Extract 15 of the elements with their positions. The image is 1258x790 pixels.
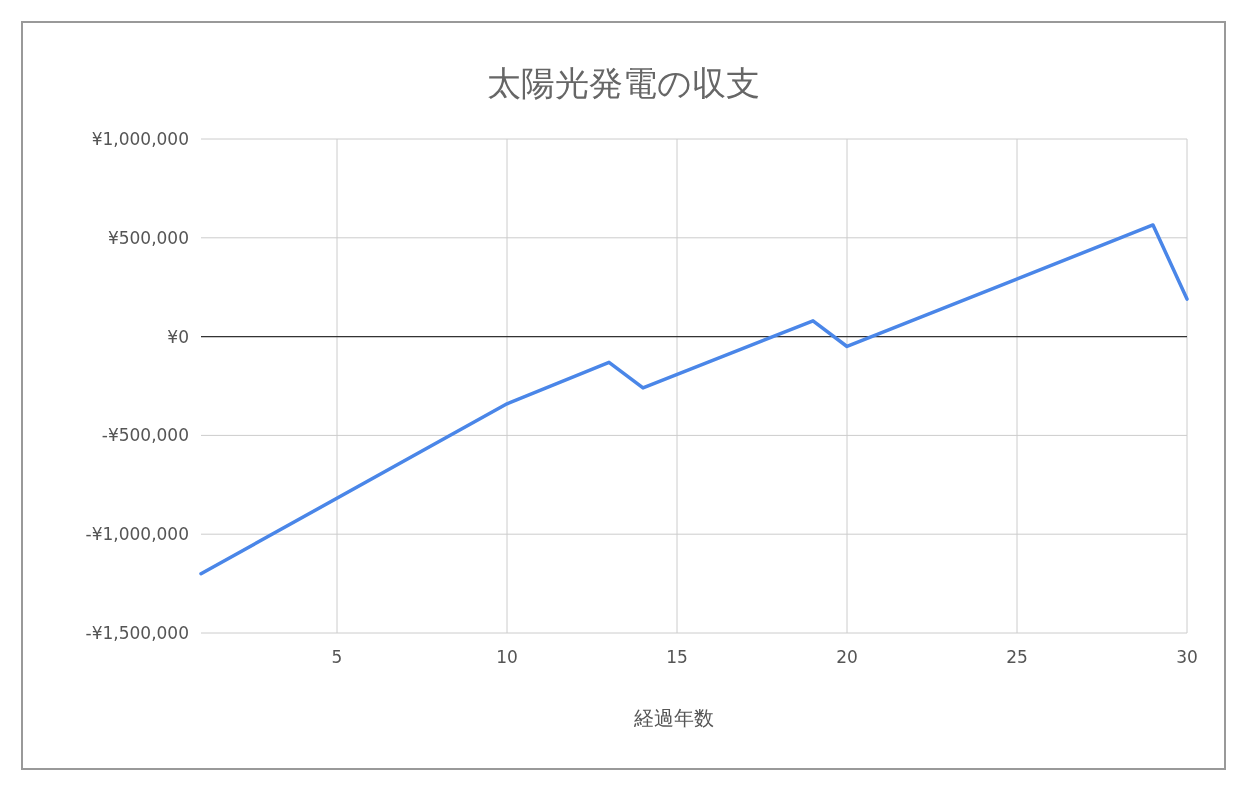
x-tick-label: 30 — [1176, 647, 1198, 667]
x-tick-label: 10 — [496, 647, 518, 667]
x-axis-title: 経過年数 — [633, 706, 714, 730]
y-tick-label: -¥1,500,000 — [85, 623, 189, 643]
y-tick-label: -¥1,000,000 — [85, 524, 189, 545]
x-tick-label: 15 — [666, 647, 688, 667]
y-tick-label: ¥500,000 — [107, 227, 189, 248]
line-series — [199, 223, 1189, 576]
x-tick-label: 20 — [836, 647, 858, 667]
x-tick-label: 5 — [331, 647, 343, 667]
chart-title: 太陽光発電の収支 — [487, 63, 760, 103]
y-tick-label: -¥500,000 — [101, 425, 189, 446]
y-tick-label: ¥1,000,000 — [91, 129, 189, 149]
x-tick-label: 25 — [1006, 647, 1028, 667]
y-tick-label: ¥0 — [167, 326, 189, 347]
